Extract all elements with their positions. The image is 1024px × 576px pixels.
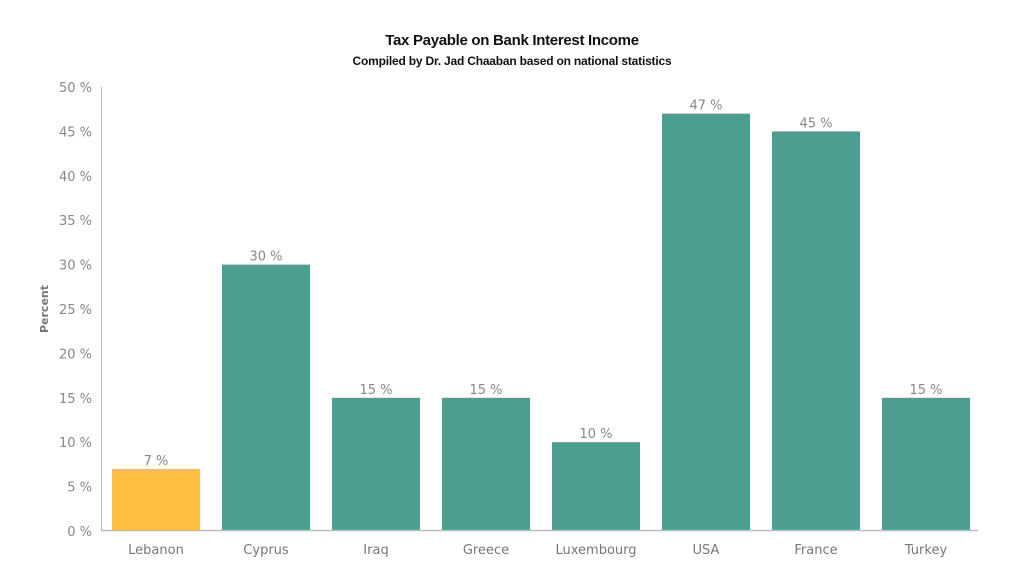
data-label: 45 % [799,116,832,131]
x-tick-label: Iraq [363,543,388,558]
y-tick-label: 40 % [59,170,92,185]
data-label: 7 % [144,454,169,469]
y-tick-label: 20 % [59,347,92,362]
y-tick-label: 0 % [67,525,92,540]
x-tick-label: Lebanon [128,543,184,558]
chart-subtitle: Compiled by Dr. Jad Chaaban based on nat… [353,54,672,68]
data-label: 15 % [909,383,942,398]
data-label: 47 % [689,99,722,114]
bar-greece [442,397,530,531]
data-labels: 7 % 30 % 15 % 15 % 10 % 47 % 45 % 15 % [144,99,943,469]
x-tick-label: USA [693,543,720,558]
y-tick-label: 10 % [59,436,92,451]
y-axis-ticks: 0 % 5 % 10 % 15 % 20 % 25 % 30 % 35 % 40 % 45 % 50… [59,81,92,540]
x-tick-label: France [794,543,837,558]
bar-iraq [332,397,420,531]
bar-usa [662,113,750,531]
bar-france [772,131,860,531]
bar-luxembourg [552,442,640,531]
data-label: 15 % [359,383,392,398]
data-label: 30 % [249,250,282,265]
data-label: 15 % [469,383,502,398]
x-tick-label: Cyprus [243,543,289,558]
x-tick-label: Luxembourg [555,543,636,558]
y-tick-label: 30 % [59,259,92,274]
y-tick-label: 5 % [67,481,92,496]
x-axis-labels: Lebanon Cyprus Iraq Greece Luxembourg USA Fran… [128,543,947,558]
chart-title: Tax Payable on Bank Interest Income [385,32,638,49]
x-tick-label: Turkey [904,543,948,558]
bars [112,113,970,531]
y-axis-label: Percent [38,285,51,333]
y-tick-label: 25 % [59,303,92,318]
bar-turkey [882,397,970,531]
data-label: 10 % [579,427,612,442]
y-tick-label: 50 % [59,81,92,96]
bar-cyprus [222,264,310,531]
y-tick-label: 45 % [59,125,92,140]
x-tick-label: Greece [463,543,509,558]
y-tick-label: 15 % [59,392,92,407]
bar-lebanon [112,468,200,531]
y-tick-label: 35 % [59,214,92,229]
